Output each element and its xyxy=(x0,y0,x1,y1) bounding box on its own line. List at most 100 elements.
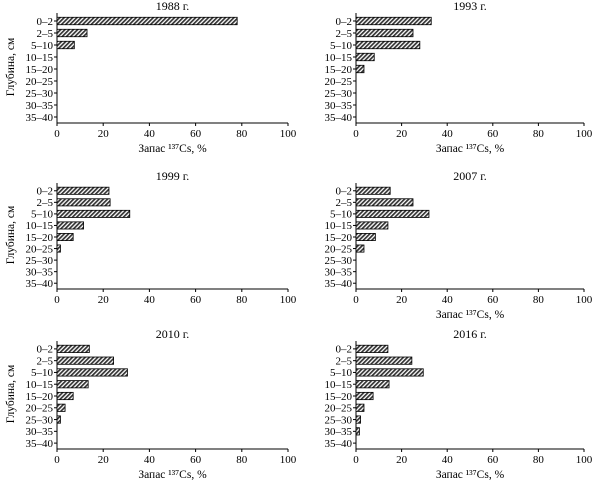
bar xyxy=(355,427,360,436)
y-tick-label: 30–35 xyxy=(26,426,54,438)
y-tick-label: 0–2 xyxy=(336,186,353,198)
y-tick-label: 10–15 xyxy=(26,220,54,232)
x-tick-label: 40 xyxy=(144,454,156,466)
y-tick-label: 20–25 xyxy=(26,243,54,255)
bar xyxy=(56,233,74,241)
y-tick-label: 10–15 xyxy=(325,220,353,232)
bar xyxy=(355,403,365,412)
x-tick-label: 20 xyxy=(98,128,110,140)
bar xyxy=(355,52,375,62)
y-tick-label: 0–2 xyxy=(37,16,54,28)
y-tick-label: 35–40 xyxy=(325,112,353,124)
bar xyxy=(56,391,74,401)
bar xyxy=(56,368,128,377)
bar xyxy=(355,380,390,389)
bar xyxy=(56,16,238,26)
y-tick-label: 2–5 xyxy=(336,197,353,209)
x-tick-label: 80 xyxy=(533,128,545,140)
y-tick-label: 25–30 xyxy=(26,255,54,267)
panel-title: 1988 г. xyxy=(156,0,190,13)
y-tick-label: 30–35 xyxy=(325,100,353,112)
x-tick-label: 20 xyxy=(396,294,408,306)
panel-title: 1999 г. xyxy=(156,169,190,183)
y-tick-label: 5–10 xyxy=(31,367,54,379)
y-tick-label: 20–25 xyxy=(325,243,353,255)
x-tick-label: 100 xyxy=(280,128,297,140)
y-tick-label: 5–10 xyxy=(31,40,54,52)
y-tick-label: 15–20 xyxy=(26,232,54,244)
x-tick-label: 100 xyxy=(576,454,593,466)
x-tick-label: 0 xyxy=(353,128,359,140)
x-tick-label: 40 xyxy=(144,128,156,140)
bar xyxy=(56,221,84,230)
x-tick-label: 40 xyxy=(442,454,454,466)
y-tick-label: 2–5 xyxy=(37,28,54,40)
y-tick-label: 15–20 xyxy=(325,391,353,403)
y-axis-label: Глубина, см xyxy=(5,205,17,264)
chart-panel-1988-г.: 1988 г. 0–22–55–1010–1515–2020–2525–3030–… xyxy=(5,0,297,155)
chart-panel-1993-г.: 1993 г. 0–22–55–1010–1515–2020–2525–3030–… xyxy=(325,0,593,155)
bar xyxy=(355,28,414,38)
x-tick-label: 20 xyxy=(396,454,408,466)
y-tick-label: 2–5 xyxy=(336,355,353,367)
x-tick-label: 0 xyxy=(54,294,60,306)
x-tick-label: 100 xyxy=(280,294,297,306)
x-tick-label: 0 xyxy=(353,454,359,466)
y-tick-label: 10–15 xyxy=(26,379,54,391)
x-tick-label: 80 xyxy=(236,128,248,140)
y-tick-label: 15–20 xyxy=(26,64,54,76)
bar xyxy=(355,221,389,230)
y-tick-label: 25–30 xyxy=(26,88,54,100)
x-tick-label: 60 xyxy=(190,294,202,306)
bar xyxy=(56,28,88,38)
y-tick-label: 20–25 xyxy=(26,403,54,415)
bar xyxy=(56,40,75,50)
x-axis-label: Запас ¹³⁷Cs, % xyxy=(436,309,505,321)
bar xyxy=(56,244,61,253)
y-axis-label: Глубина, см xyxy=(5,364,17,423)
x-tick-label: 80 xyxy=(236,294,248,306)
x-axis-label: Запас ¹³⁷Cs, % xyxy=(436,143,505,155)
x-tick-label: 60 xyxy=(190,454,202,466)
x-tick-label: 40 xyxy=(442,294,454,306)
y-axis-label: Глубина, см xyxy=(5,37,17,96)
y-tick-label: 15–20 xyxy=(325,64,353,76)
panel-title: 2016 г. xyxy=(453,327,487,341)
bar xyxy=(56,380,89,389)
x-tick-label: 80 xyxy=(236,454,248,466)
y-tick-label: 25–30 xyxy=(325,255,353,267)
y-tick-label: 5–10 xyxy=(31,209,54,221)
bar xyxy=(355,209,430,218)
y-tick-label: 35–40 xyxy=(325,438,353,450)
y-tick-label: 5–10 xyxy=(330,367,353,379)
bar xyxy=(355,244,365,253)
y-tick-label: 35–40 xyxy=(26,112,54,124)
y-tick-label: 0–2 xyxy=(37,344,54,356)
y-tick-label: 2–5 xyxy=(37,197,54,209)
bar xyxy=(355,40,421,50)
bar xyxy=(355,64,365,74)
bar xyxy=(56,186,110,195)
x-tick-label: 0 xyxy=(54,454,60,466)
bar xyxy=(355,198,414,207)
panel-title: 2010 г. xyxy=(156,327,190,341)
x-tick-label: 40 xyxy=(144,294,156,306)
y-tick-label: 30–35 xyxy=(26,100,54,112)
y-tick-label: 10–15 xyxy=(325,379,353,391)
y-tick-label: 30–35 xyxy=(325,426,353,438)
chart-panel-2016-г.: 2016 г. 0–22–55–1010–1515–2020–2525–3030–… xyxy=(325,327,593,481)
y-tick-label: 15–20 xyxy=(26,391,54,403)
y-tick-label: 10–15 xyxy=(325,52,353,64)
x-tick-label: 100 xyxy=(576,294,593,306)
x-tick-label: 20 xyxy=(98,294,110,306)
bar xyxy=(56,403,66,412)
y-tick-label: 5–10 xyxy=(330,209,353,221)
bar xyxy=(56,198,111,207)
bar xyxy=(355,356,413,365)
y-tick-label: 2–5 xyxy=(37,355,54,367)
y-tick-label: 25–30 xyxy=(325,414,353,426)
y-tick-label: 30–35 xyxy=(26,266,54,278)
x-tick-label: 60 xyxy=(487,128,499,140)
x-tick-label: 100 xyxy=(576,128,593,140)
